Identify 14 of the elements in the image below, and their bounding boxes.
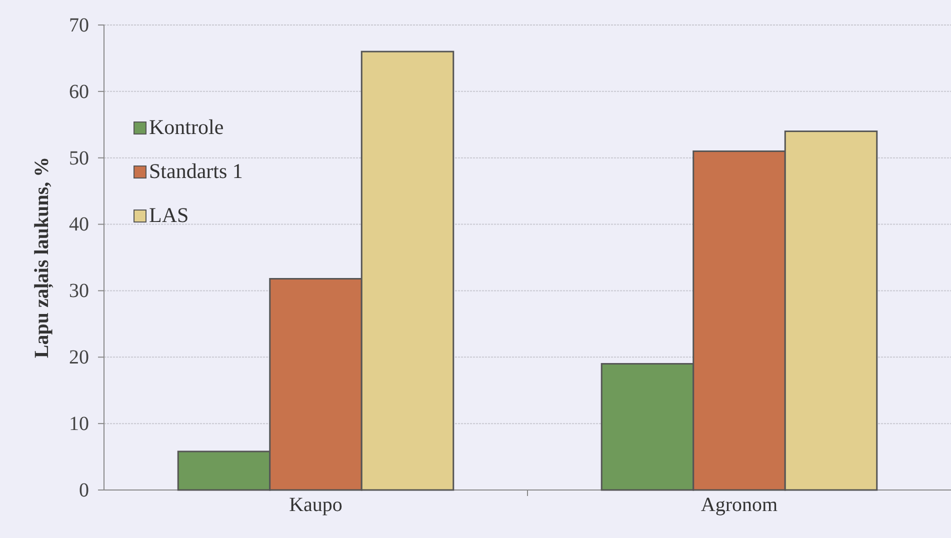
y-tick-label: 20 [69, 346, 89, 369]
x-tick-label: Kaupo [289, 494, 342, 516]
y-tick-label: 10 [69, 412, 89, 435]
y-tick-label: 70 [69, 14, 89, 36]
y-tick-label: 60 [69, 80, 89, 103]
legend-label: Standarts 1 [149, 159, 243, 183]
y-axis-title: Lapu zaļais laukuns, % [31, 156, 54, 358]
y-tick-label: 40 [69, 214, 89, 236]
x-tick-label: Agronom [700, 494, 778, 516]
y-tick-label: 0 [79, 479, 89, 502]
y-tick-label: 30 [69, 280, 89, 302]
legend-label: Kontrole [149, 115, 224, 139]
y-tick-label: 50 [69, 147, 89, 170]
legend-label: LAS [149, 203, 189, 227]
